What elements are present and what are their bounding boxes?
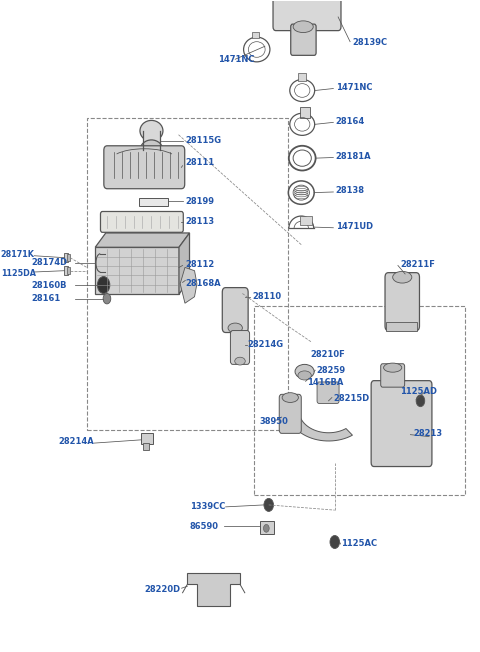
Text: 28214G: 28214G — [247, 340, 283, 349]
Text: 1471NC: 1471NC — [336, 83, 372, 92]
Text: 1125AD: 1125AD — [400, 387, 437, 396]
FancyBboxPatch shape — [100, 211, 183, 232]
Polygon shape — [180, 267, 197, 303]
Text: 28220D: 28220D — [144, 585, 180, 594]
Text: 28168A: 28168A — [185, 279, 221, 288]
Ellipse shape — [235, 357, 245, 365]
Text: 28213: 28213 — [413, 429, 443, 438]
FancyBboxPatch shape — [291, 24, 316, 55]
FancyBboxPatch shape — [230, 331, 250, 364]
Ellipse shape — [295, 364, 314, 379]
Ellipse shape — [140, 121, 163, 141]
Ellipse shape — [140, 140, 163, 161]
Bar — [300, 216, 312, 225]
Text: 1339CC: 1339CC — [190, 503, 225, 511]
Text: 28160B: 28160B — [32, 280, 67, 289]
FancyBboxPatch shape — [317, 382, 339, 404]
Ellipse shape — [228, 323, 242, 333]
Bar — [64, 253, 68, 262]
FancyBboxPatch shape — [222, 288, 248, 333]
FancyBboxPatch shape — [104, 146, 185, 188]
Circle shape — [330, 535, 339, 548]
Text: 1416BA: 1416BA — [307, 378, 343, 387]
Text: 28210F: 28210F — [311, 350, 346, 359]
FancyBboxPatch shape — [371, 381, 432, 467]
Bar — [67, 254, 70, 261]
Text: 28171K: 28171K — [0, 250, 35, 259]
Circle shape — [416, 395, 425, 407]
Ellipse shape — [293, 21, 313, 33]
Text: 28199: 28199 — [185, 197, 214, 205]
Text: 28259: 28259 — [317, 366, 346, 375]
Bar — [254, 306, 465, 495]
Text: 28211F: 28211F — [400, 259, 435, 269]
FancyBboxPatch shape — [279, 394, 301, 434]
Circle shape — [97, 276, 110, 293]
FancyBboxPatch shape — [381, 364, 405, 387]
Text: 28115G: 28115G — [185, 136, 221, 145]
Bar — [95, 247, 179, 294]
Bar — [143, 443, 149, 450]
Bar — [140, 198, 168, 205]
Polygon shape — [95, 233, 190, 247]
Text: 28174D: 28174D — [32, 258, 68, 267]
Ellipse shape — [282, 393, 299, 402]
Text: 28113: 28113 — [185, 217, 214, 226]
Text: 28139C: 28139C — [352, 38, 387, 48]
Text: 86590: 86590 — [190, 522, 219, 531]
Bar — [141, 433, 153, 445]
Text: 28110: 28110 — [252, 292, 281, 301]
Polygon shape — [187, 573, 240, 606]
Ellipse shape — [384, 363, 402, 372]
Text: 38950: 38950 — [259, 417, 288, 426]
Ellipse shape — [298, 371, 312, 380]
Text: 28112: 28112 — [185, 259, 214, 269]
Bar — [252, 32, 259, 38]
Text: 1125DA: 1125DA — [0, 269, 36, 278]
Text: 28181A: 28181A — [336, 152, 372, 160]
Circle shape — [264, 524, 269, 532]
Text: 28138: 28138 — [336, 186, 365, 195]
Bar — [143, 131, 160, 151]
Text: 1125AC: 1125AC — [341, 539, 378, 548]
Text: 28215D: 28215D — [333, 394, 370, 404]
Bar — [299, 73, 306, 81]
Text: 28161: 28161 — [32, 294, 61, 303]
FancyBboxPatch shape — [273, 0, 341, 31]
Ellipse shape — [393, 271, 412, 283]
Text: 28164: 28164 — [336, 117, 365, 126]
Text: 28111: 28111 — [185, 158, 214, 167]
Text: 1471NC: 1471NC — [218, 55, 255, 64]
Text: 1471UD: 1471UD — [336, 222, 373, 231]
Polygon shape — [179, 233, 190, 294]
Bar — [300, 108, 311, 118]
Circle shape — [103, 293, 111, 304]
Bar — [67, 267, 70, 274]
Circle shape — [264, 498, 274, 511]
Bar — [87, 118, 288, 430]
Text: 28214A: 28214A — [58, 437, 94, 447]
FancyBboxPatch shape — [385, 273, 420, 331]
Bar — [260, 521, 274, 534]
Bar — [386, 322, 417, 331]
Polygon shape — [288, 411, 352, 441]
Bar — [64, 266, 68, 275]
